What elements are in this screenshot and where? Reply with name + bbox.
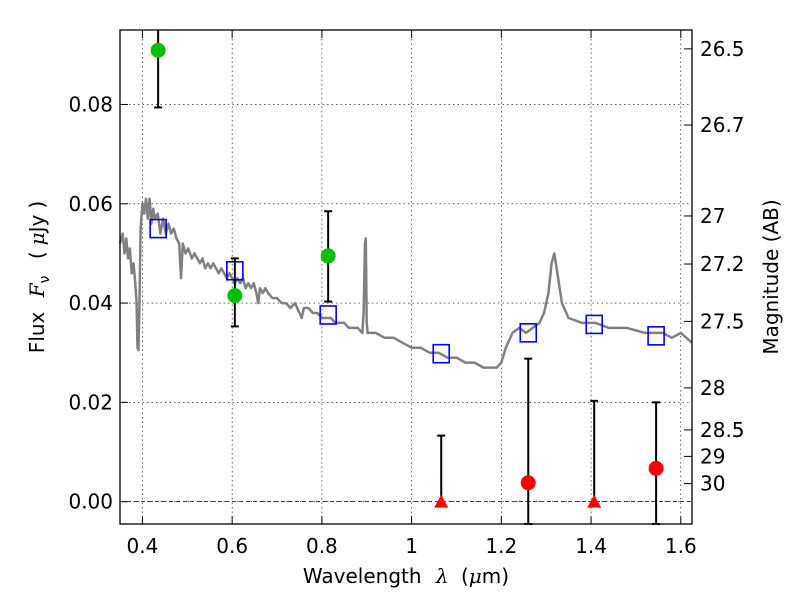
y-axis-label-unit-close: ) [25,201,49,209]
x-tick-label: 1 [405,534,418,558]
x-axis-label-unit-open: ( [461,564,469,588]
detection-point [227,288,243,304]
mag-tick-label: 28.5 [700,418,745,442]
model-point [432,343,451,364]
y-tick-label: 0.08 [68,92,113,116]
x-axis-label-symbol: λ [435,564,449,588]
y-tick-label: 0.06 [68,192,113,216]
detection-point [150,42,166,58]
y-tick-label: 0.00 [68,490,113,514]
y-axis-label-unit-rest: Jy [25,214,49,234]
axis-ticks: 0.4 0.6 0.8 1 1.2 1.4 1.6 0.00 0.02 0.04 0.06 0.08 2… [68,30,745,558]
grid-lines [120,30,692,524]
mag-tick-label: 28 [700,376,725,400]
detection-point [320,248,336,264]
plot-background [120,30,692,524]
mag-tick-label: 27.2 [700,252,745,276]
x-tick-label: 1.6 [665,534,697,558]
series-line [118,197,693,369]
x-axis-label-text: Wavelength [303,564,422,588]
y-tick-label: 0.02 [68,390,113,414]
nondetection-point [520,475,536,491]
y-tick-label: 0.04 [68,291,113,315]
model-point [149,218,167,239]
model-point [647,326,665,346]
y-axis-label: Flux Fν ( μJy) [25,201,54,353]
y-axis-label-text: Flux [25,311,49,353]
plot-area: 0.4 0.6 0.8 1 1.2 1.4 1.6 0.00 0.02 0.04 0.06 0.08 2… [68,29,745,558]
mag-tick-label: 26.7 [700,113,745,137]
upper-limit-marker [587,494,602,508]
x-tick-label: 0.8 [306,534,338,558]
y-axis-label-unit-mu: μ [25,232,49,245]
mag-tick-label: 27.5 [700,309,745,333]
y2-axis-label: Magnitude (AB) [759,199,783,354]
x-axis-label-unit-rest: m) [482,564,509,588]
y-axis-label-unit-open: ( [25,251,49,259]
upper-limit-marker [434,494,449,508]
x-tick-label: 0.6 [216,534,248,558]
series-open-square [149,218,665,364]
x-tick-label: 1.2 [485,534,517,558]
data-series [118,30,693,525]
model-point [519,323,538,343]
sed-curve [118,197,693,369]
mag-tick-label: 27 [700,204,725,228]
series-filled-circle [150,30,336,328]
x-tick-label: 1.4 [575,534,607,558]
y-axis-label-sub: ν [37,275,53,283]
mag-tick-label: 30 [700,472,725,496]
plot-frame [119,29,693,525]
series-triangle [434,399,602,508]
x-axis-label: Wavelength λ (μm) [303,564,509,588]
model-point [585,314,603,335]
x-axis-label-unit-mu: μ [469,564,482,588]
mag-tick-label: 26.5 [700,37,745,61]
mag-tick-label: 29 [700,444,725,468]
y-axis-label-symbol: F [25,282,49,298]
nondetection-point [648,460,664,476]
x-tick-label: 0.4 [127,534,159,558]
model-point [319,305,337,325]
